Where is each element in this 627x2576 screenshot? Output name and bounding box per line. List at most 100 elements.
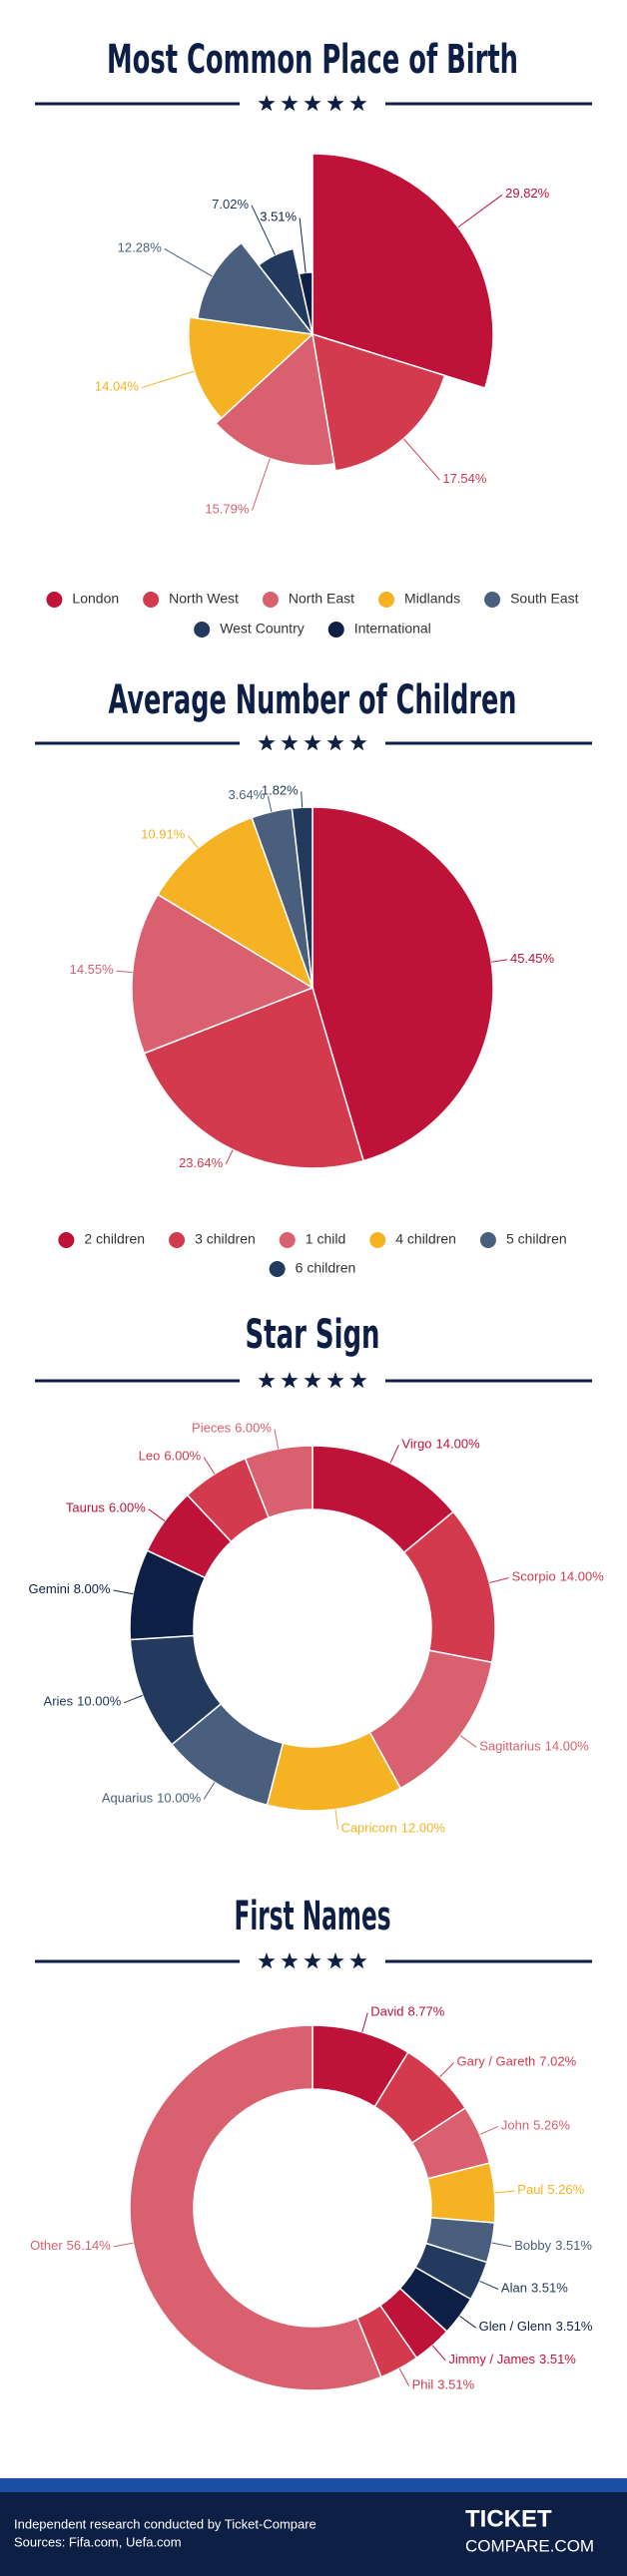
star	[326, 1372, 344, 1389]
label-value: 14.55%	[70, 963, 115, 978]
label-name: Phil	[412, 2377, 434, 2392]
leader-line	[113, 2242, 134, 2248]
label-name: Gemini	[29, 1581, 70, 1596]
legend-item: 1 child	[279, 1231, 345, 1248]
label-name: Virgo	[401, 1437, 431, 1452]
label-name: Scorpio	[512, 1569, 556, 1584]
slice	[291, 806, 314, 989]
legend-swatch	[169, 1232, 186, 1248]
star	[304, 95, 321, 112]
slice	[257, 247, 314, 335]
leader-line	[402, 438, 440, 481]
leader-line	[494, 2190, 515, 2194]
legend-label: North West	[169, 591, 239, 607]
star	[258, 1952, 276, 1969]
label-value: 6.00%	[109, 1501, 146, 1515]
star	[349, 95, 367, 112]
label-name: Sagittarius	[479, 1739, 541, 1754]
label-name: Pieces	[192, 1421, 232, 1436]
leader-line	[225, 1149, 234, 1165]
label-value: 3.64%	[228, 788, 265, 803]
legend-label: London	[72, 591, 119, 607]
legend-swatch	[46, 592, 63, 608]
label-value: 8.77%	[407, 2004, 444, 2019]
legend-swatch	[369, 1232, 386, 1248]
label-name: Capricorn	[340, 1821, 396, 1836]
label-name: Other	[30, 2238, 63, 2253]
label-value: 56.14%	[67, 2238, 112, 2253]
slice	[188, 316, 314, 420]
legend-label: 6 children	[296, 1260, 356, 1276]
label-name: Jimmy / James	[448, 2353, 535, 2367]
label-value: 10.00%	[157, 1791, 202, 1806]
label-value: 3.51%	[437, 2377, 474, 2392]
slice	[129, 2024, 382, 2391]
legend-item: Midlands	[378, 591, 460, 608]
leader-line	[267, 796, 273, 812]
leader-line	[479, 2125, 499, 2135]
label-value: 14.00%	[560, 1569, 605, 1584]
label-name: Taurus	[66, 1501, 106, 1515]
legend-item: London	[46, 591, 119, 608]
data-label: Jimmy / James 3.51%	[448, 2353, 576, 2367]
data-label: Taurus 6.00%	[66, 1501, 146, 1515]
star	[304, 1372, 321, 1389]
leader-line	[389, 1445, 399, 1464]
data-label: 23.64%	[179, 1155, 224, 1170]
data-label: 15.79%	[205, 502, 250, 517]
logo-bottom: COMPARE.COM	[465, 2536, 594, 2555]
leader-line	[439, 2062, 454, 2078]
legend-swatch	[327, 622, 344, 638]
label-name: Alan	[501, 2281, 527, 2296]
leader-line	[489, 1577, 509, 1583]
star	[326, 95, 344, 112]
data-label: Capricorn 12.00%	[340, 1821, 445, 1836]
leader-line	[301, 791, 304, 808]
legend-label: South East	[510, 591, 579, 607]
slice	[298, 271, 314, 335]
data-label: John 5.26%	[501, 2118, 571, 2133]
legend-item: 4 children	[369, 1231, 456, 1248]
legend-label: 2 children	[84, 1231, 145, 1247]
footer-line: Independent research conducted by Ticket…	[14, 2516, 316, 2531]
leader-line	[203, 1457, 216, 1475]
star	[281, 1372, 299, 1389]
leader-line	[479, 2281, 499, 2290]
data-label: Aries 10.00%	[44, 1694, 122, 1709]
legend-swatch	[143, 592, 160, 608]
leader-line	[274, 1429, 280, 1450]
label-value: 7.02%	[539, 2054, 576, 2069]
data-label: 10.91%	[141, 827, 186, 842]
legend-label: West Country	[220, 621, 305, 637]
leader-line	[113, 1589, 134, 1595]
legend-label: 4 children	[395, 1231, 456, 1247]
data-label: Virgo 14.00%	[401, 1437, 480, 1452]
star	[349, 734, 367, 751]
leader-line	[141, 370, 195, 389]
label-name: David	[370, 2004, 403, 2019]
leader-line	[124, 1694, 144, 1704]
legend-swatch	[484, 592, 501, 608]
leader-line	[398, 2367, 410, 2386]
legend-item: South East	[484, 591, 579, 608]
label-name: Paul	[517, 2183, 543, 2198]
data-label: 1.82%	[262, 783, 299, 798]
leader-line	[431, 2345, 446, 2361]
data-label: Gary / Gareth 7.02%	[457, 2054, 577, 2069]
data-label: Paul 5.26%	[517, 2183, 584, 2198]
data-label: Gemini 8.00%	[29, 1581, 111, 1596]
legend-label: 5 children	[506, 1231, 567, 1247]
label-value: 5.26%	[547, 2183, 584, 2198]
data-label: Alan 3.51%	[501, 2281, 568, 2296]
label-value: 8.00%	[74, 1581, 111, 1596]
data-label: Aquarius 10.00%	[102, 1791, 202, 1806]
leader-line	[203, 1782, 216, 1800]
data-label: Glen / Glenn 3.51%	[479, 2320, 593, 2335]
slice	[215, 332, 335, 467]
label-name: Glen / Glenn	[479, 2320, 552, 2335]
slice	[244, 1445, 314, 1519]
data-label: Leo 6.00%	[139, 1449, 202, 1464]
legend-swatch	[262, 592, 279, 608]
legend-swatch	[58, 1232, 75, 1248]
data-label: 17.54%	[442, 472, 487, 487]
